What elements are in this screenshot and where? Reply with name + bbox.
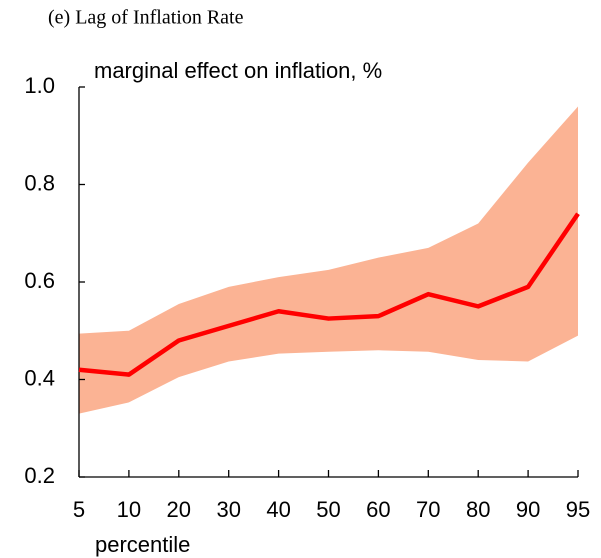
x-axis-label: percentile: [95, 532, 190, 557]
x-tick-label: 80: [466, 497, 490, 522]
x-tick-label: 20: [167, 497, 191, 522]
x-tick-label: 10: [117, 497, 141, 522]
x-tick-label: 30: [216, 497, 240, 522]
y-tick-label: 0.4: [24, 365, 55, 390]
x-tick-label: 90: [516, 497, 540, 522]
chart-title: (e) Lag of Inflation Rate: [48, 7, 244, 29]
line: [78, 212, 580, 377]
x-tick-label: 50: [316, 497, 340, 522]
x-tick-label: 95: [566, 497, 590, 522]
x-tick-label: 60: [366, 497, 390, 522]
y-axis-label: marginal effect on inflation, %: [94, 58, 382, 83]
y-tick-label: 0.8: [24, 170, 55, 195]
x-tick-label: 5: [73, 497, 85, 522]
confidence-band: [79, 106, 578, 414]
x-tick-label: 70: [416, 497, 440, 522]
y-tick-label: 1.0: [24, 73, 55, 98]
y-tick-label: 0.6: [24, 268, 55, 293]
x-tick-label: 40: [266, 497, 290, 522]
y-tick-label: 0.2: [24, 463, 55, 488]
